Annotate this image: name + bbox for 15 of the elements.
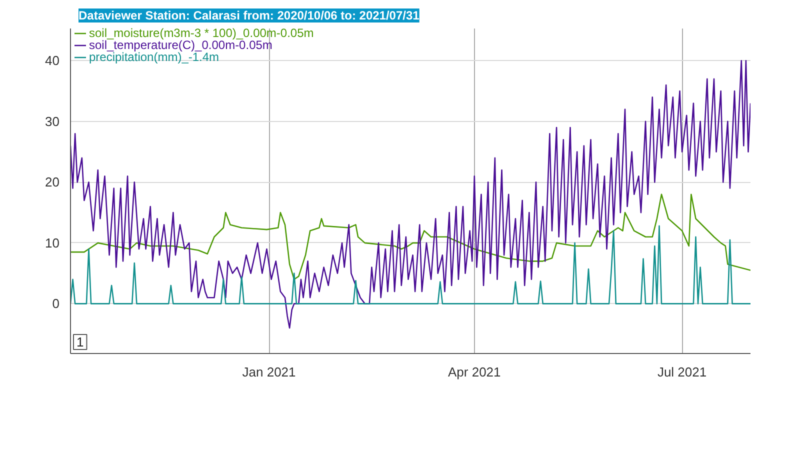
- line-series: [70, 194, 750, 280]
- x-tick-label: Jul 2021: [657, 364, 707, 380]
- y-tick-label: 40: [45, 53, 60, 68]
- legend-label: precipitation(mm)_-1.4m: [89, 50, 220, 64]
- chart-title: Dataviewer Station: Calarasi from: 2020/10/06 to: 2021/07/31: [78, 8, 420, 22]
- x-tick-label: Jan 2021: [242, 364, 296, 380]
- annotation: 1: [76, 334, 84, 350]
- y-tick-label: 0: [52, 296, 60, 312]
- legend-label: soil_temperature(C)_0.00m-0.05m: [89, 38, 272, 52]
- x-tick-label: Apr 2021: [448, 364, 501, 380]
- line-series: [70, 225, 750, 304]
- legend-label: soil_moisture(m3m-3 * 100)_0.00m-0.05m: [89, 27, 314, 40]
- y-tick-label: 20: [45, 174, 60, 190]
- y-tick-label: 10: [45, 235, 60, 250]
- y-tick-label: 30: [45, 114, 60, 129]
